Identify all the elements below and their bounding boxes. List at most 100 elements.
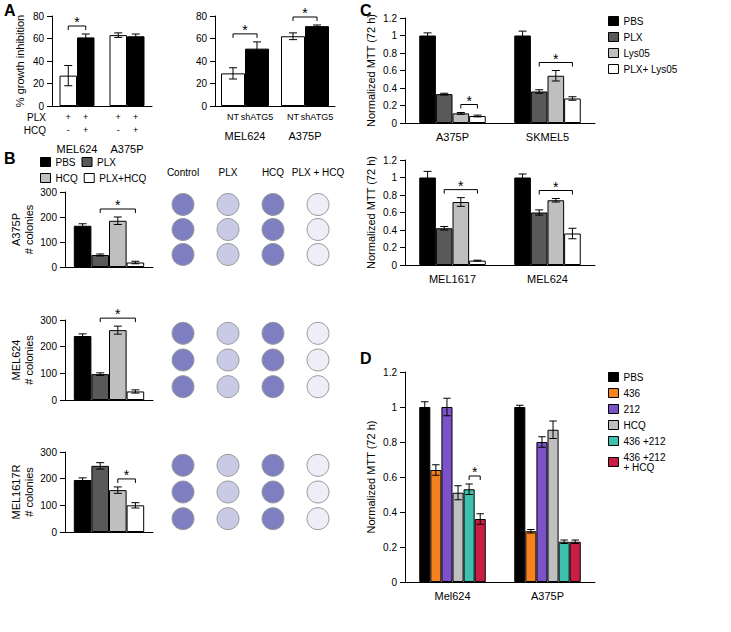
svg-text:PLX + HCQ: PLX + HCQ — [292, 167, 345, 178]
svg-text:D: D — [360, 350, 372, 367]
svg-text:200: 200 — [40, 212, 57, 223]
svg-text:Normalized MTT (72 h): Normalized MTT (72 h) — [365, 14, 377, 127]
svg-text:20: 20 — [33, 78, 45, 89]
svg-text:300: 300 — [40, 315, 57, 326]
svg-text:1: 1 — [391, 402, 397, 413]
svg-text:Control: Control — [167, 167, 199, 178]
svg-text:*: * — [553, 51, 559, 67]
svg-text:212: 212 — [624, 404, 641, 415]
svg-text:-: - — [67, 125, 70, 135]
svg-text:100: 100 — [40, 237, 57, 248]
svg-text:0.6: 0.6 — [383, 65, 397, 76]
svg-text:PLX+HCQ: PLX+HCQ — [99, 173, 146, 184]
svg-text:+: + — [133, 112, 138, 122]
svg-text:300: 300 — [40, 187, 57, 198]
svg-text:0.2: 0.2 — [383, 242, 397, 253]
svg-text:*: * — [466, 93, 472, 109]
svg-text:0: 0 — [391, 577, 397, 588]
svg-text:PLX: PLX — [27, 112, 46, 123]
svg-text:-: - — [117, 125, 120, 135]
svg-text:0.4: 0.4 — [383, 225, 397, 236]
svg-text:SKMEL5: SKMEL5 — [526, 131, 569, 143]
svg-text:PLX: PLX — [624, 32, 643, 43]
svg-text:*: * — [242, 22, 248, 38]
svg-text:*: * — [115, 197, 121, 213]
svg-text:436 +212: 436 +212 — [624, 436, 666, 447]
svg-text:0.8: 0.8 — [383, 437, 397, 448]
svg-text:A375P: A375P — [436, 131, 469, 143]
svg-text:+: + — [116, 112, 121, 122]
svg-text:# colonies: # colonies — [23, 335, 35, 385]
svg-text:1: 1 — [391, 30, 397, 41]
svg-text:PBS: PBS — [56, 157, 76, 168]
svg-text:A375P: A375P — [110, 143, 143, 155]
svg-text:*: * — [124, 467, 130, 483]
svg-text:HCQ: HCQ — [56, 173, 78, 184]
svg-text:1.2: 1.2 — [383, 367, 397, 378]
svg-text:*: * — [302, 5, 308, 21]
svg-text:100: 100 — [40, 500, 57, 511]
svg-text:0: 0 — [391, 260, 397, 271]
svg-text:0: 0 — [51, 262, 57, 273]
svg-text:shATG5: shATG5 — [301, 112, 333, 122]
svg-text:80: 80 — [196, 11, 208, 22]
svg-text:+: + — [66, 112, 71, 122]
svg-text:# colonies: # colonies — [23, 467, 35, 517]
svg-text:40: 40 — [33, 56, 45, 67]
svg-text:*: * — [553, 179, 559, 195]
svg-text:0.6: 0.6 — [383, 207, 397, 218]
svg-text:PLX: PLX — [97, 157, 116, 168]
svg-text:0: 0 — [391, 118, 397, 129]
svg-text:Mel624: Mel624 — [434, 590, 470, 602]
svg-text:0.4: 0.4 — [383, 507, 397, 518]
svg-text:0: 0 — [201, 101, 207, 112]
svg-text:HCQ: HCQ — [262, 167, 284, 178]
svg-text:0: 0 — [51, 527, 57, 538]
svg-text:B: B — [4, 150, 16, 167]
svg-text:NT: NT — [287, 112, 299, 122]
svg-text:200: 200 — [40, 341, 57, 352]
svg-text:shATG5: shATG5 — [241, 112, 273, 122]
svg-text:MEL624: MEL624 — [225, 130, 266, 142]
svg-text:40: 40 — [196, 56, 208, 67]
svg-text:MEL1617R: MEL1617R — [10, 464, 22, 519]
svg-text:PLX+ Lys05: PLX+ Lys05 — [624, 64, 678, 75]
svg-text:20: 20 — [196, 78, 208, 89]
svg-text:1: 1 — [391, 172, 397, 183]
svg-text:# colonies: # colonies — [23, 204, 35, 254]
svg-text:MEL624: MEL624 — [527, 273, 568, 285]
svg-text:Normalized MTT (72 h): Normalized MTT (72 h) — [365, 156, 377, 269]
svg-text:MEL624: MEL624 — [10, 340, 22, 381]
svg-text:0.8: 0.8 — [383, 48, 397, 59]
svg-text:PLX: PLX — [219, 167, 238, 178]
svg-text:*: * — [74, 14, 80, 30]
svg-text:MEL624: MEL624 — [57, 143, 98, 155]
svg-text:NT: NT — [227, 112, 239, 122]
svg-text:1.2: 1.2 — [383, 155, 397, 166]
svg-text:0: 0 — [51, 395, 57, 406]
svg-text:MEL1617: MEL1617 — [429, 273, 476, 285]
svg-text:*: * — [115, 306, 121, 322]
svg-text:+ HCQ: + HCQ — [624, 462, 655, 473]
svg-text:A375P: A375P — [531, 590, 564, 602]
svg-text:A375P: A375P — [10, 213, 22, 246]
svg-text:436: 436 — [624, 388, 641, 399]
svg-text:+: + — [133, 125, 138, 135]
svg-text:PBS: PBS — [624, 372, 644, 383]
svg-text:1.2: 1.2 — [383, 13, 397, 24]
svg-text:+: + — [83, 112, 88, 122]
svg-text:HCQ: HCQ — [624, 420, 646, 431]
svg-text:PBS: PBS — [624, 16, 644, 27]
svg-text:HCQ: HCQ — [24, 125, 46, 136]
svg-text:% growth inhibition: % growth inhibition — [14, 15, 26, 107]
svg-text:80: 80 — [33, 11, 45, 22]
svg-text:+: + — [83, 125, 88, 135]
svg-text:300: 300 — [40, 447, 57, 458]
svg-text:A375P: A375P — [288, 130, 321, 142]
svg-text:Lys05: Lys05 — [624, 48, 651, 59]
svg-text:60: 60 — [196, 33, 208, 44]
svg-text:0.8: 0.8 — [383, 190, 397, 201]
svg-text:200: 200 — [40, 473, 57, 484]
svg-text:0.2: 0.2 — [383, 100, 397, 111]
svg-text:60: 60 — [33, 33, 45, 44]
